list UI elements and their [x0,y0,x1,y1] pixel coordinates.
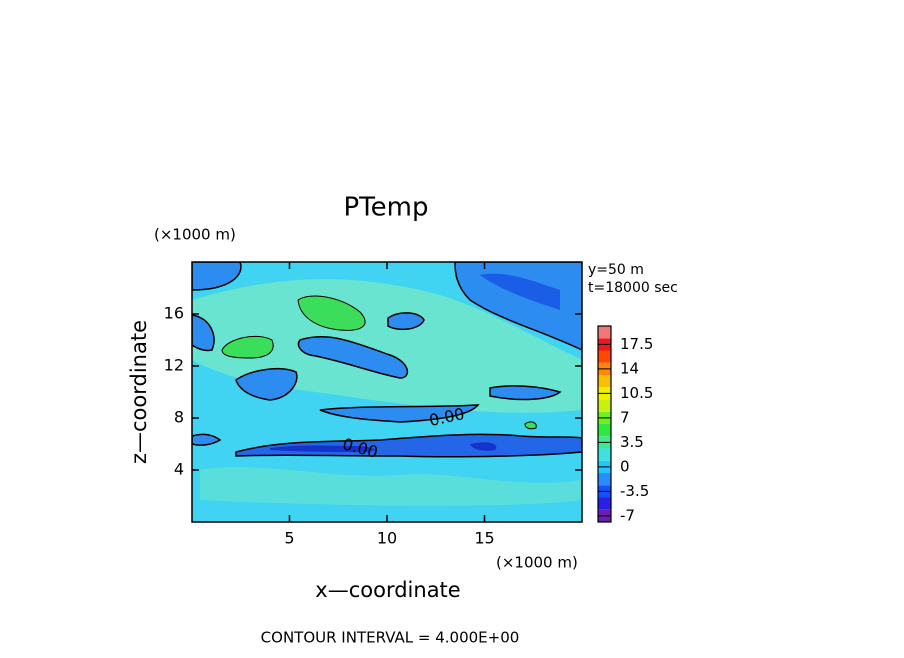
colorbar-tick-label: -3.5 [620,482,649,500]
y-tick-label: 8 [174,408,184,427]
y-tick-label: 16 [164,304,184,323]
colorbar-box [598,473,611,486]
x-tick-label: 15 [474,529,494,548]
y-unit: (×1000 m) [154,226,236,244]
chart-title: PTemp [344,193,429,223]
x-tick-label: 10 [377,529,397,548]
x-axis-label: x—coordinate [315,578,460,602]
info-text: t=18000 sec [588,280,678,296]
colorbar-frame [597,325,612,523]
colorbar-tick-label: 14 [620,359,639,377]
colorbar-box [598,497,611,510]
colorbar-tick-label: 0 [620,457,630,475]
y-tick-label: 4 [174,460,184,479]
y-tick-label: 12 [164,356,184,375]
colorbar-tick-label: -7 [620,506,635,524]
colorbar-box [598,326,611,339]
colorbar-tick-label: 7 [620,408,630,426]
colorbar-tick-label: 10.5 [620,384,653,402]
y-axis-label: z—coordinate [127,320,151,464]
colorbar-box [598,424,611,437]
colorbar-box [598,399,611,412]
contour-field [192,262,582,522]
colorbar-tick-label: 17.5 [620,335,653,353]
footer: CONTOUR INTERVAL = 4.000E+00 [261,629,520,647]
colorbar-tick-label: 3.5 [620,433,644,451]
info-text: y=50 m [588,262,644,278]
x-unit: (×1000 m) [496,554,578,572]
x-tick-label: 5 [284,529,294,548]
colorbar-box [598,350,611,363]
colorbar-box [598,375,611,388]
colorbar-box [598,448,611,461]
